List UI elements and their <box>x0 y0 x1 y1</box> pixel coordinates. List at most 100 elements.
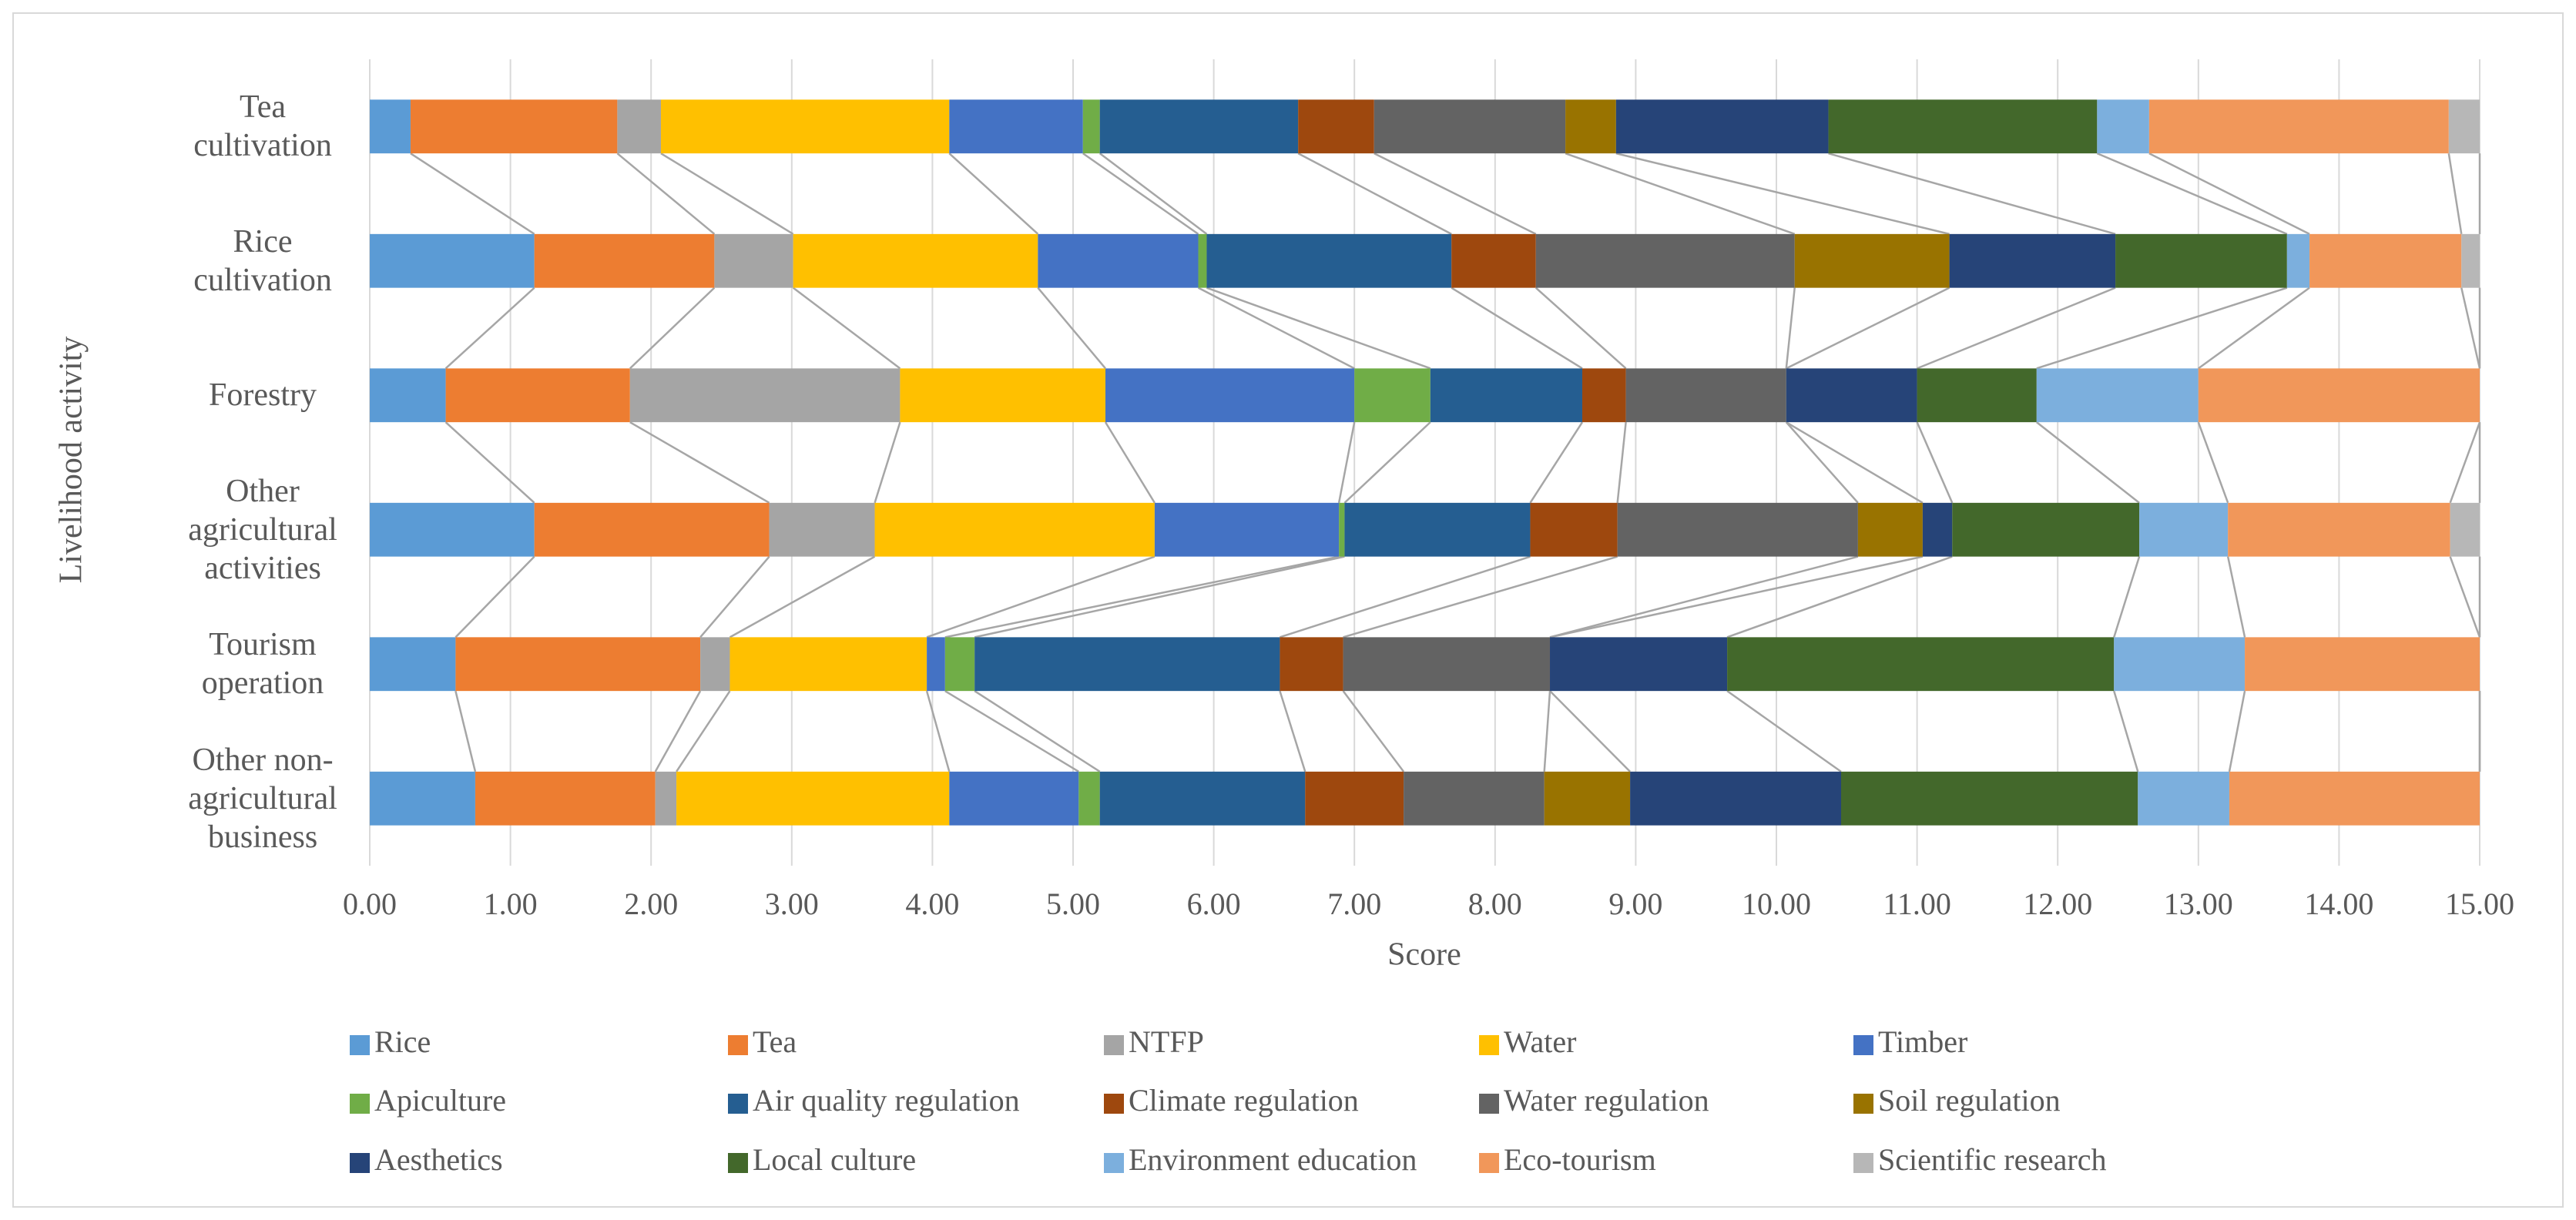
bar-segment <box>2115 233 2287 288</box>
y-tick-label: Other non-agricultural business <box>188 742 337 855</box>
connector-line <box>1786 421 1924 504</box>
legend-label: Water <box>1504 1024 1577 1059</box>
legend-label: NTFP <box>1129 1024 1204 1059</box>
connector-line <box>2197 421 2229 504</box>
x-tick-label: 8.00 <box>1468 887 1522 921</box>
bar-segment <box>2448 99 2480 154</box>
bar-segment <box>1565 99 1616 154</box>
connector-line <box>2449 421 2481 504</box>
bar-segment <box>1430 368 1583 423</box>
connector-line <box>1565 152 1796 236</box>
bar-segment <box>1099 771 1306 826</box>
bar-segment <box>944 637 975 692</box>
bar-segment <box>1544 771 1631 826</box>
bar-segment <box>655 771 677 826</box>
bar-segment <box>370 99 411 154</box>
connector-line <box>1104 421 1156 504</box>
connector-line <box>874 421 901 504</box>
legend-swatch <box>728 1035 748 1055</box>
y-tick-label: Forestry <box>209 377 317 414</box>
bar-segment <box>1082 99 1100 154</box>
legend-label: Scientific research <box>1878 1142 2107 1177</box>
y-tick-label: Rice cultivation <box>193 223 332 298</box>
bar-segment <box>660 99 950 154</box>
legend-swatch <box>350 1094 370 1114</box>
bar-segment <box>2229 771 2480 826</box>
bar-segment <box>1105 368 1355 423</box>
bar-segment <box>874 502 1155 557</box>
connector-line <box>629 287 716 370</box>
connector-line <box>2148 152 2310 235</box>
bar-segment <box>2139 502 2229 557</box>
connector-line <box>1786 287 1950 370</box>
y-tick-label: Other agricultural activities <box>188 473 337 586</box>
connector-line <box>1917 287 2116 370</box>
legend-label: Aesthetics <box>374 1142 503 1177</box>
bar-segment <box>2097 99 2149 154</box>
connector-line <box>1082 152 1199 235</box>
bar-segment <box>1078 771 1100 826</box>
legend-label: Water regulation <box>1504 1083 1709 1118</box>
bar-segment <box>714 233 793 288</box>
bar-segment <box>370 637 456 692</box>
legend-swatch <box>728 1153 748 1173</box>
legend-label: Soil regulation <box>1878 1083 2061 1118</box>
bar-segment <box>370 233 535 288</box>
bar-segment <box>949 771 1079 826</box>
connector-line <box>699 555 770 638</box>
bar-segment <box>1451 233 1536 288</box>
y-tick-label: Tea cultivation <box>193 89 332 164</box>
connector-line <box>1726 690 1842 773</box>
connector-line <box>1374 152 1537 235</box>
x-tick-label: 11.00 <box>1883 887 1951 921</box>
bar-segment <box>370 771 475 826</box>
connector-line <box>1549 555 1924 638</box>
bar-segment <box>455 637 701 692</box>
x-tick-label: 9.00 <box>1608 887 1662 921</box>
legend-label: Climate regulation <box>1129 1083 1359 1118</box>
connector-line <box>1297 152 1452 235</box>
bar-segment <box>1038 233 1199 288</box>
bar-segment <box>2114 637 2246 692</box>
bar-segment <box>1530 502 1618 557</box>
connector-line <box>1098 152 1208 235</box>
connector-line <box>2036 421 2140 504</box>
bar-segment <box>1615 99 1829 154</box>
legend-swatch <box>350 1035 370 1055</box>
bar-segment <box>1305 771 1404 826</box>
legend-swatch <box>350 1153 370 1173</box>
connector-line <box>1549 690 1631 773</box>
x-tick-label: 4.00 <box>905 887 959 921</box>
x-tick-label: 2.00 <box>624 887 678 921</box>
bar-segment <box>534 502 770 557</box>
bar-segment <box>1354 368 1431 423</box>
bar-segment <box>370 368 446 423</box>
bar-segment <box>2198 368 2480 423</box>
legend-swatch <box>1104 1035 1124 1055</box>
connector-line <box>1615 152 1950 236</box>
connector-line <box>2113 556 2141 638</box>
x-tick-label: 5.00 <box>1046 887 1100 921</box>
chart-border <box>12 12 2564 1208</box>
x-tick-label: 10.00 <box>1742 887 1811 921</box>
connector-line <box>616 152 716 235</box>
connector-line <box>1343 421 1431 504</box>
connector-line <box>676 690 731 773</box>
connector-line <box>1279 690 1306 773</box>
legend-swatch <box>1479 1153 1499 1173</box>
bar-segment <box>1343 637 1551 692</box>
bar-segment <box>2148 99 2449 154</box>
x-tick-label: 6.00 <box>1187 887 1241 921</box>
connector-line <box>974 690 1101 773</box>
connector-line <box>2228 690 2246 773</box>
connector-line <box>2460 287 2481 369</box>
bar-segment <box>1828 99 2098 154</box>
connector-line <box>1343 555 1618 638</box>
legend-label: Timber <box>1878 1024 1967 1059</box>
legend-label: Rice <box>374 1024 431 1059</box>
connector-line <box>944 690 1079 773</box>
legend-swatch <box>1479 1094 1499 1114</box>
bar-segment <box>1339 502 1345 557</box>
bar-segment <box>2286 233 2310 288</box>
x-tick-label: 3.00 <box>765 887 819 921</box>
